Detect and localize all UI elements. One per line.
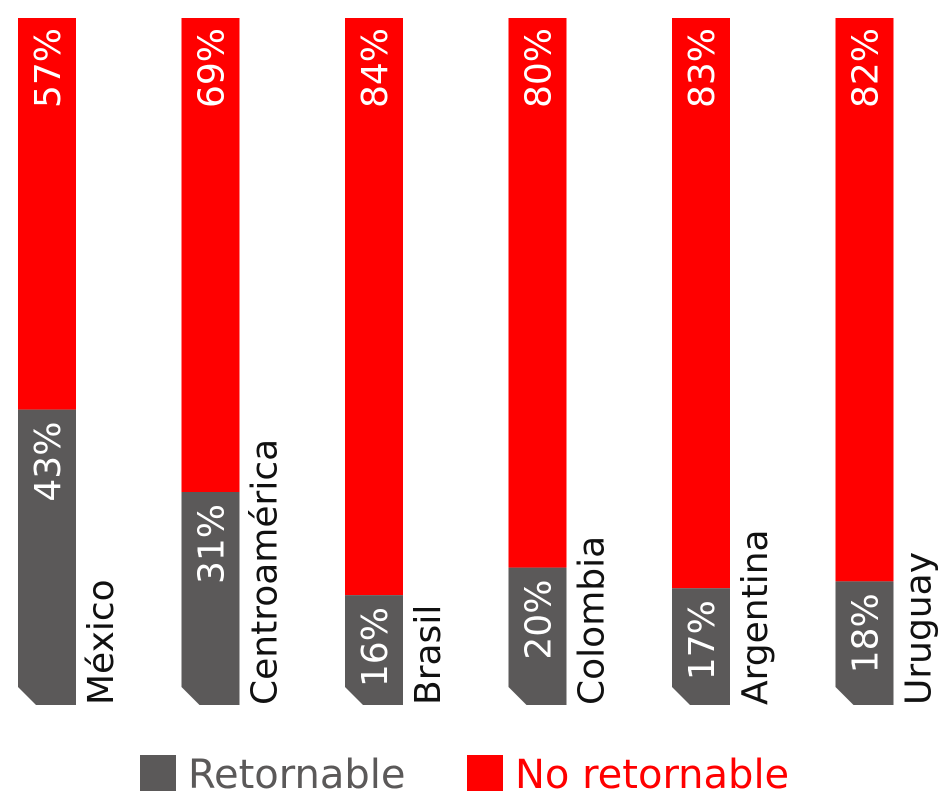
bars-layer (18, 18, 894, 705)
data-label-retornable-mexico: 43% (28, 422, 69, 502)
bar-no-retornable-centroamerica (181, 18, 240, 493)
bar-no-retornable-uruguay (835, 18, 894, 582)
bar-retornable-uruguay (835, 581, 894, 705)
category-label-centroamerica: Centroamérica (245, 439, 286, 705)
category-label-argentina: Argentina (735, 529, 776, 705)
legend-label-no-retornable: No retornable (515, 752, 789, 793)
category-label-uruguay: Uruguay (899, 552, 940, 705)
data-label-no-retornable-colombia: 80% (519, 28, 560, 108)
bar-retornable-mexico (18, 409, 76, 705)
bar-retornable-centroamerica (181, 492, 240, 705)
category-label-brasil: Brasil (408, 605, 449, 705)
bar-no-retornable-colombia (508, 18, 567, 568)
data-label-no-retornable-uruguay: 82% (846, 28, 887, 108)
data-label-no-retornable-mexico: 57% (28, 28, 69, 108)
data-label-retornable-colombia: 20% (519, 580, 560, 660)
data-label-no-retornable-brasil: 84% (355, 28, 396, 108)
bar-retornable-argentina (672, 588, 730, 705)
bar-no-retornable-brasil (345, 18, 403, 596)
category-label-mexico: México (81, 579, 122, 705)
legend-label-retornable: Retornable (188, 752, 405, 793)
data-label-retornable-uruguay: 18% (846, 593, 887, 673)
legend: Retornable No retornable (140, 752, 789, 793)
labels-layer: 57% 43% México 69% 31% Centroamérica 84% 16% Bra… (28, 28, 940, 705)
data-label-no-retornable-centroamerica: 69% (192, 28, 233, 108)
bar-no-retornable-argentina (672, 18, 730, 589)
category-label-colombia: Colombia (572, 536, 613, 705)
bar-retornable-brasil (345, 595, 403, 705)
data-label-no-retornable-argentina: 83% (682, 28, 723, 108)
bar-no-retornable-mexico (18, 18, 76, 410)
data-label-retornable-centroamerica: 31% (192, 504, 233, 584)
bar-retornable-colombia (508, 567, 567, 705)
data-label-retornable-brasil: 16% (355, 607, 396, 687)
data-label-retornable-argentina: 17% (682, 600, 723, 680)
legend-swatch-retornable (140, 755, 176, 791)
legend-swatch-no-retornable (467, 755, 503, 791)
